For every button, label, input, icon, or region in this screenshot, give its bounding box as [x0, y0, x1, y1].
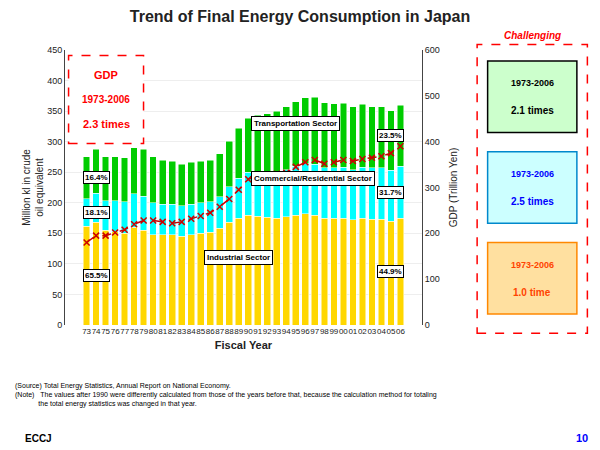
svg-text:10: 10	[576, 432, 588, 444]
svg-text:Fiscal Year: Fiscal Year	[215, 339, 273, 351]
svg-text:89: 89	[234, 327, 243, 336]
svg-text:18.1%: 18.1%	[85, 208, 108, 217]
svg-text:150: 150	[47, 228, 62, 238]
svg-text:44.9%: 44.9%	[379, 267, 402, 276]
svg-text:90: 90	[244, 327, 253, 336]
svg-text:03: 03	[367, 327, 376, 336]
svg-text:ECCJ: ECCJ	[25, 433, 52, 444]
svg-text:87: 87	[215, 327, 224, 336]
svg-text:95: 95	[291, 327, 300, 336]
svg-text:400: 400	[47, 76, 62, 86]
svg-text:84: 84	[187, 327, 196, 336]
svg-text:93: 93	[272, 327, 281, 336]
svg-text:91: 91	[253, 327, 262, 336]
svg-text:75: 75	[101, 327, 110, 336]
svg-text:82: 82	[168, 327, 177, 336]
svg-text:85: 85	[196, 327, 205, 336]
svg-text:100: 100	[425, 274, 440, 284]
svg-text:05: 05	[386, 327, 395, 336]
svg-text:300: 300	[425, 183, 440, 193]
svg-text:Trend of Final Energy Consumpt: Trend of Final Energy Consumption in Jap…	[130, 8, 470, 25]
svg-text:97: 97	[310, 327, 319, 336]
svg-text:99: 99	[329, 327, 338, 336]
svg-text:Million kl in crudeoil equival: Million kl in crudeoil equivalent	[21, 149, 45, 226]
svg-text:0: 0	[425, 320, 430, 330]
svg-text:Commercial/Residential Sector: Commercial/Residential Sector	[254, 174, 372, 183]
svg-text:250: 250	[47, 167, 62, 177]
svg-text:98: 98	[320, 327, 329, 336]
svg-text:2.3 times: 2.3 times	[83, 118, 130, 130]
svg-text:450: 450	[47, 45, 62, 55]
svg-text:16.4%: 16.4%	[85, 173, 108, 182]
svg-text:400: 400	[425, 137, 440, 147]
svg-text:1973-2006: 1973-2006	[511, 78, 554, 88]
svg-text:86: 86	[206, 327, 215, 336]
svg-text:23.5%: 23.5%	[379, 131, 402, 140]
svg-text:31.7%: 31.7%	[379, 188, 402, 197]
svg-text:600: 600	[425, 45, 440, 55]
svg-text:100: 100	[47, 259, 62, 269]
svg-text:500: 500	[425, 91, 440, 101]
svg-text:1973-2006: 1973-2006	[511, 169, 554, 179]
svg-text:80: 80	[149, 327, 158, 336]
svg-text:78: 78	[130, 327, 139, 336]
svg-text:06: 06	[396, 327, 405, 336]
svg-text:200: 200	[425, 228, 440, 238]
svg-text:92: 92	[263, 327, 272, 336]
svg-text:GDP (Trillion Yen): GDP (Trillion Yen)	[448, 148, 459, 227]
svg-text:01: 01	[348, 327, 357, 336]
svg-text:73: 73	[82, 327, 91, 336]
svg-text:0: 0	[57, 320, 62, 330]
svg-text:96: 96	[301, 327, 310, 336]
svg-text:00: 00	[339, 327, 348, 336]
svg-text:1973-2006: 1973-2006	[511, 260, 554, 270]
svg-text:76: 76	[111, 327, 120, 336]
svg-text:2.1 times: 2.1 times	[511, 105, 554, 116]
svg-text:94: 94	[282, 327, 291, 336]
svg-text:74: 74	[92, 327, 101, 336]
svg-text:65.5%: 65.5%	[85, 271, 108, 280]
svg-text:50: 50	[52, 290, 62, 300]
svg-text:(Source) Total Energy Statisti: (Source) Total Energy Statistics, Annual…	[15, 382, 437, 408]
svg-text:02: 02	[358, 327, 367, 336]
svg-text:1.0 time: 1.0 time	[513, 287, 551, 298]
svg-text:Transportation Sector: Transportation Sector	[254, 119, 337, 128]
svg-text:Challenging: Challenging	[504, 30, 561, 41]
svg-text:350: 350	[47, 106, 62, 116]
svg-text:GDP: GDP	[94, 69, 118, 81]
svg-text:200: 200	[47, 198, 62, 208]
svg-text:300: 300	[47, 137, 62, 147]
svg-text:83: 83	[177, 327, 186, 336]
svg-text:79: 79	[139, 327, 148, 336]
svg-text:Industrial Sector: Industrial Sector	[207, 253, 270, 262]
svg-text:77: 77	[120, 327, 129, 336]
svg-text:1973-2006: 1973-2006	[82, 94, 130, 105]
svg-text:81: 81	[158, 327, 167, 336]
svg-text:2.5 times: 2.5 times	[511, 196, 554, 207]
svg-text:88: 88	[225, 327, 234, 336]
svg-text:04: 04	[377, 327, 386, 336]
